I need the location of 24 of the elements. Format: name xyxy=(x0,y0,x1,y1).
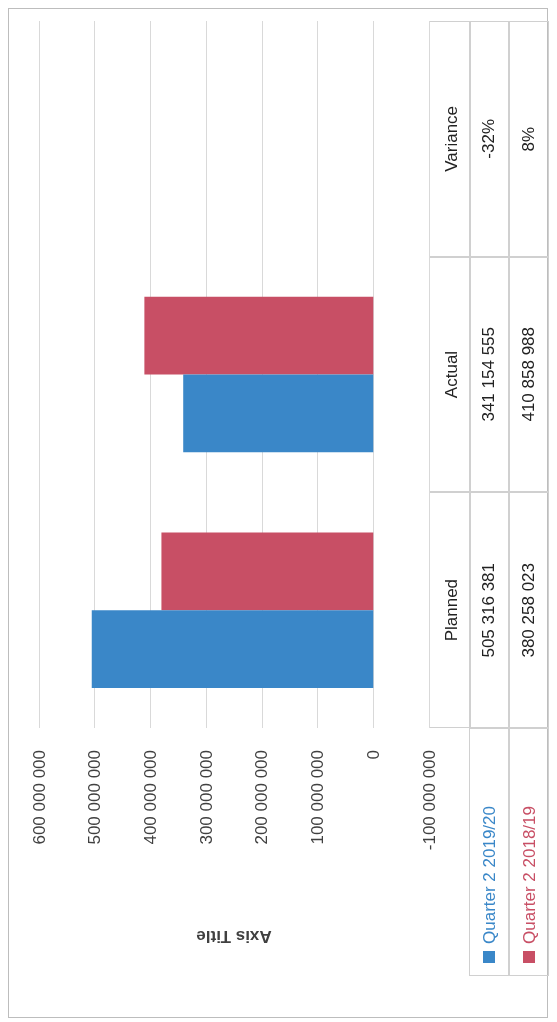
x-tick-label: 0 xyxy=(363,750,383,760)
x-axis-title: Axis Title xyxy=(196,927,272,946)
bar xyxy=(183,374,374,453)
data-label: 8% xyxy=(519,126,539,152)
y-tick-label: Planned xyxy=(441,578,461,642)
x-tick-label: -100 000 000 xyxy=(419,750,439,851)
data-label: 410 858 988 xyxy=(519,327,539,422)
x-tick-label: 400 000 000 xyxy=(140,750,160,845)
data-label: 505 316 381 xyxy=(479,562,499,658)
x-tick-label: 600 000 000 xyxy=(29,750,49,845)
x-tick-label: 200 000 000 xyxy=(252,750,272,845)
text: Quarter 2 2019/20 xyxy=(479,806,499,944)
data-label: 380 258 023 xyxy=(519,562,539,658)
bar xyxy=(161,532,374,611)
x-tick-label: 100 000 000 xyxy=(308,750,328,845)
data-label: -32% xyxy=(479,118,499,159)
y-tick-label: Variance xyxy=(441,105,461,172)
x-tick-label: 300 000 000 xyxy=(196,750,216,845)
text: Quarter 2 2018/19 xyxy=(519,806,539,944)
bar xyxy=(91,610,374,688)
y-tick-label: Actual xyxy=(441,350,461,399)
data-label: 341 154 555 xyxy=(479,327,499,422)
bar xyxy=(144,296,374,375)
x-tick-label: 500 000 000 xyxy=(85,750,105,845)
